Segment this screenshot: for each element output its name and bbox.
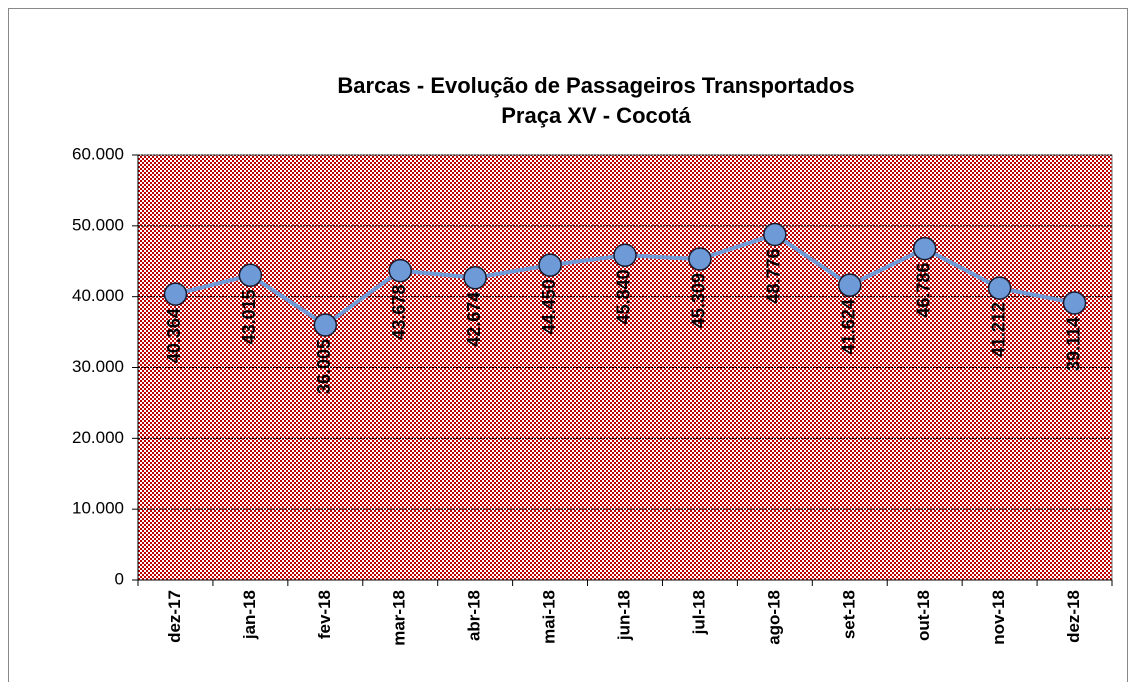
data-label: 42.674 — [464, 292, 484, 347]
x-tick-label: mar-18 — [390, 590, 409, 646]
data-label: 41.624 — [839, 299, 859, 354]
marker — [688, 247, 712, 271]
marker — [313, 313, 338, 337]
marker — [987, 276, 1012, 300]
x-tick-label: ago-18 — [764, 590, 783, 645]
x-tick-label: jan-18 — [240, 590, 259, 640]
data-label: 36.005 — [314, 339, 334, 394]
y-tick-label: 30.000 — [72, 357, 124, 376]
data-label: 45.309 — [689, 273, 709, 328]
y-tick-label: 50.000 — [72, 215, 124, 234]
data-label: 46.786 — [913, 263, 933, 318]
chart-border — [8, 8, 1128, 682]
y-tick-label: 40.000 — [72, 286, 124, 305]
y-tick-label: 10.000 — [72, 499, 124, 518]
x-tick-label: mai-18 — [540, 590, 559, 644]
marker — [238, 263, 263, 288]
x-tick-label: dez-17 — [165, 590, 184, 643]
y-tick-label: 60.000 — [72, 144, 124, 163]
x-tick-label: jun-18 — [614, 590, 633, 641]
data-label: 43.015 — [239, 289, 259, 344]
marker — [613, 243, 637, 268]
marker — [538, 253, 562, 277]
marker — [763, 222, 787, 247]
x-tick-label: jul-18 — [689, 590, 708, 635]
marker — [463, 265, 487, 290]
marker — [388, 258, 412, 283]
data-label: 48.776 — [764, 249, 784, 304]
chart-title: Barcas - Evolução de Passageiros Transpo… — [337, 73, 854, 98]
chart-subtitle: Praça XV - Cocotá — [501, 103, 691, 128]
data-label: 43.678 — [389, 285, 409, 340]
data-label: 45.840 — [614, 269, 634, 324]
data-label: 39.114 — [1063, 317, 1083, 371]
data-label: 41.212 — [988, 302, 1008, 357]
x-tick-label: set-18 — [839, 590, 858, 639]
marker — [838, 273, 862, 297]
data-label: 40.364 — [164, 308, 184, 363]
y-tick-label: 0 — [115, 569, 124, 588]
y-tick-label: 20.000 — [72, 428, 124, 447]
data-label: 44.450 — [539, 279, 559, 334]
x-tick-label: abr-18 — [465, 590, 484, 641]
marker — [912, 236, 937, 261]
x-tick-label: fev-18 — [315, 590, 334, 639]
marker — [163, 282, 188, 306]
marker — [1062, 291, 1087, 315]
x-tick-label: dez-18 — [1064, 590, 1083, 643]
x-tick-label: out-18 — [914, 590, 933, 641]
x-tick-label: nov-18 — [989, 590, 1008, 645]
